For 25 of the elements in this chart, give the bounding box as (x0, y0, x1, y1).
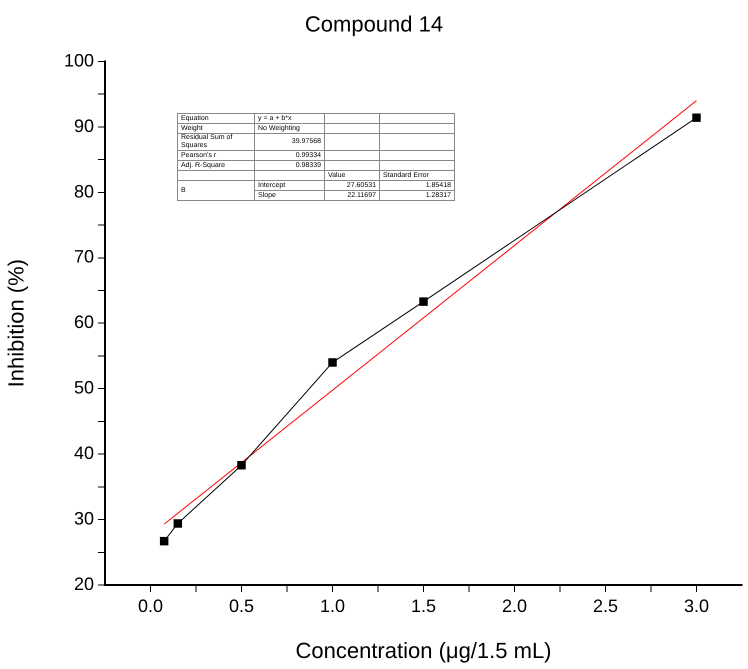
point (160, 536, 168, 546)
y-tick-label: 90 (74, 116, 94, 136)
y-axis-title: Inhibition (%) (3, 259, 28, 388)
x-tick-label: 1.5 (410, 596, 436, 616)
y-tick-label: 100 (64, 50, 94, 70)
x-tick-label: 0.0 (138, 596, 164, 616)
point (237, 460, 246, 470)
y-tick-label: 20 (74, 574, 94, 594)
point (174, 519, 182, 528)
x-tick-label: 2.0 (502, 596, 528, 616)
point (419, 297, 428, 306)
x-tick-label: 0.5 (228, 596, 254, 616)
chart-title: Compound 14 (304, 11, 444, 36)
x-axis-title: Concentration (μg/1.5 mL) (295, 638, 552, 663)
y-tick-label: 70 (74, 246, 94, 267)
point (328, 358, 337, 367)
x-tick-label: 3.0 (684, 596, 710, 616)
y-tick-label: 80 (74, 181, 94, 202)
x-tick-label: 1.0 (320, 596, 346, 616)
point (692, 113, 701, 122)
y-tick-label: 40 (74, 443, 94, 464)
y-tick-label: 60 (74, 312, 94, 332)
x-tick-label: 2.5 (592, 596, 618, 616)
y-tick-label: 50 (74, 378, 94, 398)
y-tick-label: 30 (74, 508, 94, 529)
